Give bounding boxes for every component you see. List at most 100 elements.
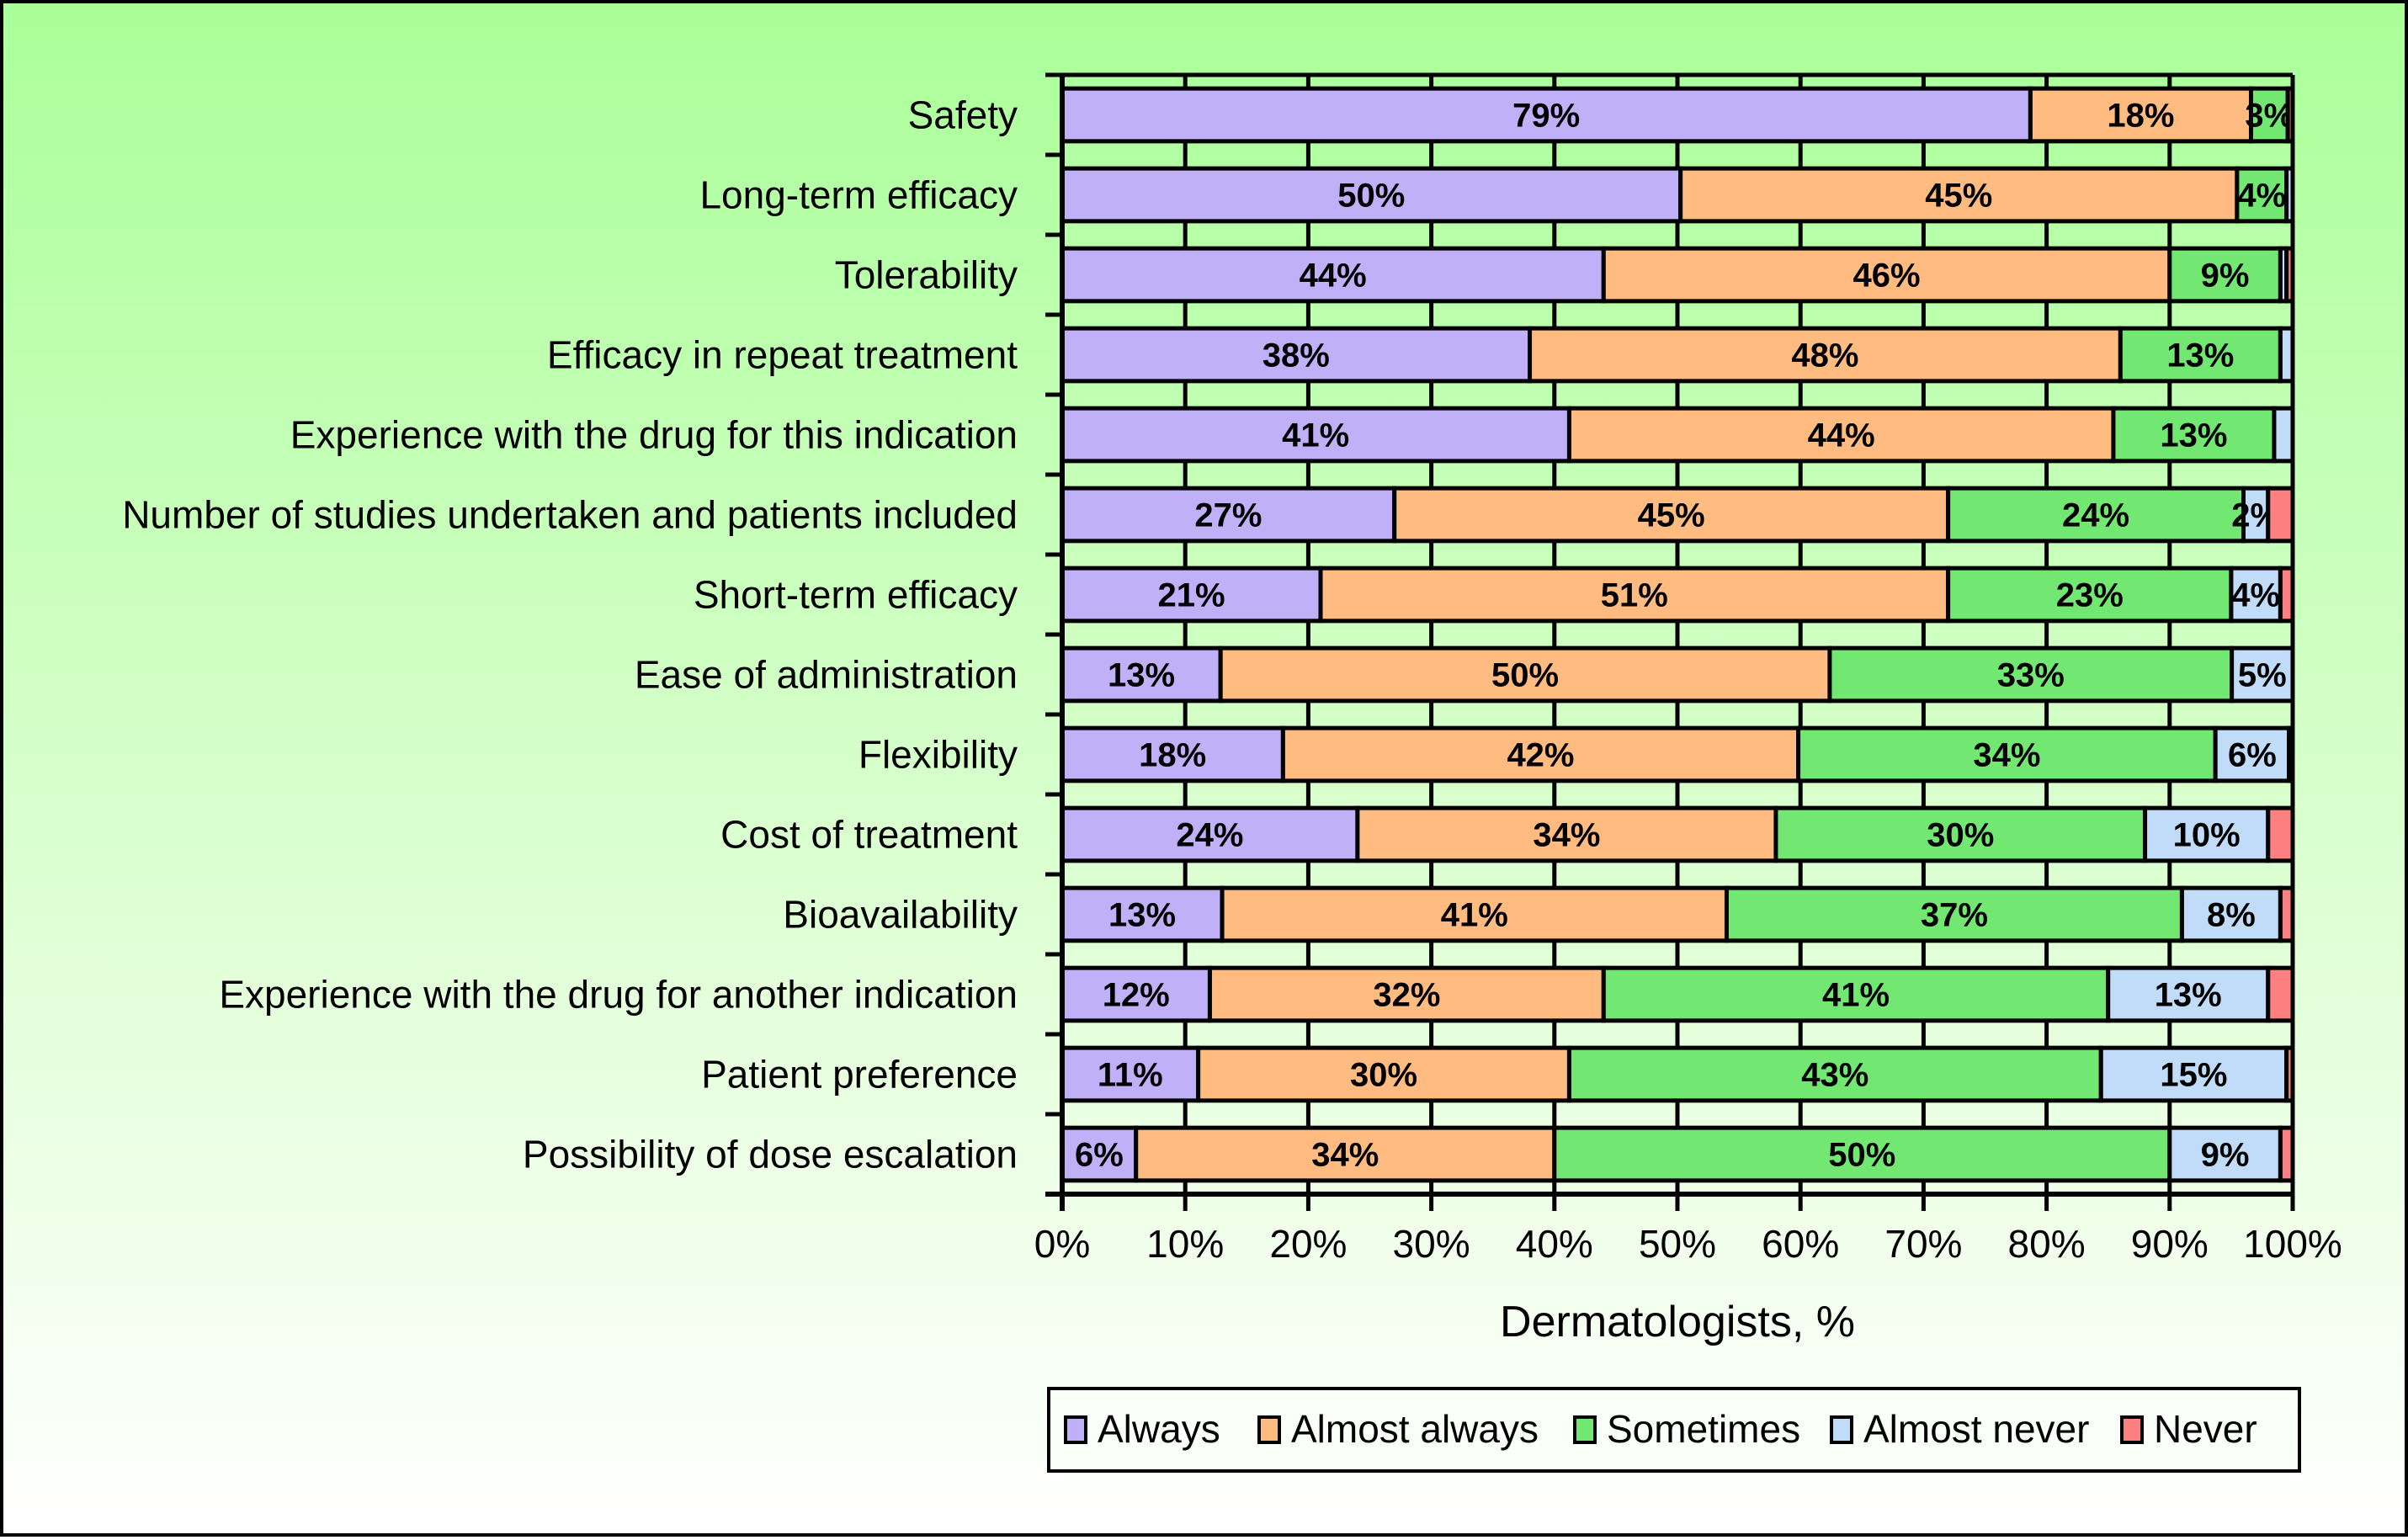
- segment-value-label: 79%: [1512, 98, 1580, 135]
- segment-value-label: 13%: [1108, 657, 1175, 694]
- x-tick-label: 90%: [2131, 1222, 2209, 1266]
- bar-segment: [1060, 246, 1606, 304]
- category-label: Long-term efficacy: [699, 173, 1018, 217]
- bar-segment: [2284, 246, 2295, 304]
- bar-segment: [1280, 725, 1801, 783]
- bar-segment: [1060, 486, 1397, 544]
- x-tick-label: 20%: [1269, 1222, 1347, 1266]
- bar-segment: [2179, 885, 2283, 943]
- segment-value-label: 38%: [1262, 337, 1330, 374]
- segment-value-label: 4%: [2231, 577, 2280, 614]
- bar-segment: [1773, 805, 2148, 863]
- segment-value-label: 46%: [1853, 258, 1921, 295]
- bar-segment: [1060, 86, 2033, 144]
- bar-segment: [1601, 965, 2111, 1023]
- legend-label: Always: [1098, 1407, 1220, 1451]
- bar-segment: [1724, 885, 2184, 943]
- segment-value-label: 34%: [1311, 1137, 1379, 1174]
- bar-segment: [1060, 645, 1223, 704]
- category-label: Flexibility: [858, 733, 1018, 777]
- category-label: Cost of treatment: [720, 813, 1018, 857]
- segment-value-label: 18%: [1139, 737, 1206, 774]
- bar-segment: [1134, 1125, 1557, 1183]
- category-label: Ease of administration: [635, 653, 1018, 697]
- segment-value-label: 51%: [1601, 577, 1668, 614]
- segment-value-label: 34%: [1533, 817, 1600, 854]
- segment-value-label: 3%: [2245, 98, 2294, 135]
- bar-row: 12% 32% 41% 13%: [1060, 965, 2295, 1023]
- category-label: Short-term efficacy: [694, 573, 1018, 617]
- segment-value-label: 50%: [1828, 1137, 1895, 1174]
- x-tick-label: 30%: [1393, 1222, 1470, 1266]
- bar-row: 13% 50% 33% 5%: [1060, 645, 2295, 704]
- bar-segment: [2098, 1045, 2289, 1103]
- bar-segment: [2272, 406, 2295, 464]
- segment-value-label: 45%: [1925, 178, 1992, 215]
- bar-segment: [1552, 1125, 2172, 1183]
- bar-segment: [2287, 725, 2295, 783]
- bar-segment: [2230, 645, 2295, 704]
- bar-segment: [2167, 1125, 2283, 1183]
- bar-segment: [2278, 885, 2295, 943]
- segment-value-label: 41%: [1441, 897, 1508, 934]
- bar-row: 24% 34% 30% 10%: [1060, 805, 2295, 863]
- category-label: Efficacy in repeat treatment: [547, 333, 1018, 377]
- x-tick-label: 10%: [1146, 1222, 1224, 1266]
- bar-segment: [1196, 1045, 1571, 1103]
- category-label: Experience with the drug for another ind…: [219, 973, 1018, 1017]
- bar-segment: [2118, 326, 2283, 384]
- segment-value-label: 24%: [1176, 817, 1243, 854]
- segment-value-label: 30%: [1350, 1057, 1417, 1094]
- bar-segment: [1678, 166, 2240, 224]
- bar-segment: [1060, 885, 1225, 943]
- segment-value-label: 41%: [1282, 417, 1349, 454]
- bar-segment: [1318, 566, 1951, 624]
- bar-row: 21% 51% 23% 4%: [1060, 566, 2295, 624]
- x-axis-title: Dermatologists, %: [1500, 1298, 1855, 1346]
- segment-value-label: 32%: [1373, 977, 1440, 1014]
- bar-segment: [2235, 166, 2289, 224]
- segment-value-label: 50%: [1337, 178, 1405, 215]
- bar-segment: [2106, 965, 2271, 1023]
- bar-row: 13% 41% 37% 8%: [1060, 885, 2295, 943]
- legend-item: Always: [1064, 1407, 1220, 1451]
- legend-label: Almost always: [1291, 1407, 1539, 1451]
- bar-row: 44% 46% 9%: [1060, 246, 2295, 304]
- legend-item: Almost always: [1257, 1407, 1539, 1451]
- bar-row: 18% 42% 34% 6%: [1060, 725, 2295, 783]
- bar-segment: [2266, 805, 2295, 863]
- segment-value-label: 42%: [1507, 737, 1574, 774]
- segment-value-label: 21%: [1157, 577, 1225, 614]
- legend-item: Never: [2120, 1407, 2257, 1451]
- bar-segment: [2278, 566, 2295, 624]
- segment-value-label: 4%: [2237, 178, 2286, 215]
- bar-segment: [1946, 486, 2246, 544]
- legend-label: Sometimes: [1607, 1407, 1800, 1451]
- segment-value-label: 45%: [1638, 497, 1705, 534]
- legend-box: [1047, 1387, 2301, 1473]
- bar-segment: [2278, 1125, 2295, 1183]
- bar-segment: [2266, 486, 2295, 544]
- axes: [1045, 72, 2295, 1211]
- legend-swatch: [1064, 1415, 1087, 1444]
- x-tick-label: 70%: [1884, 1222, 1962, 1266]
- segment-value-label: 27%: [1194, 497, 1262, 534]
- x-tick-label: 100%: [2243, 1222, 2342, 1266]
- x-tick-label: 0%: [1034, 1222, 1090, 1266]
- category-label: Possibility of dose escalation: [523, 1133, 1018, 1176]
- category-label: Tolerability: [835, 253, 1018, 297]
- legend-swatch: [1573, 1415, 1597, 1444]
- bar-segment: [2143, 805, 2271, 863]
- category-labels: Safety Long-term efficacy Tolerability Effi…: [122, 93, 1018, 1176]
- segment-value-label: 34%: [1973, 737, 2040, 774]
- segment-value-label: 9%: [2201, 1137, 2250, 1174]
- bar-row: 41% 44% 13%: [1060, 406, 2295, 464]
- segment-value-label: 18%: [2107, 98, 2174, 135]
- bar-segment: [1060, 805, 1360, 863]
- legend-item: Sometimes: [1573, 1407, 1800, 1451]
- bar-row: 27% 45% 24% 2%: [1060, 486, 2295, 544]
- bar-segment: [2266, 965, 2295, 1023]
- x-tick-labels: 0% 10% 20% 30% 40% 50% 60% 70% 80% 90% 100%: [1034, 1222, 2342, 1266]
- stacked-bar-chart: 79% 18% 3% 50% 45% 4% 44% 46% 9% 38% 48% 13% 41% 44% 1…: [122, 72, 2342, 1473]
